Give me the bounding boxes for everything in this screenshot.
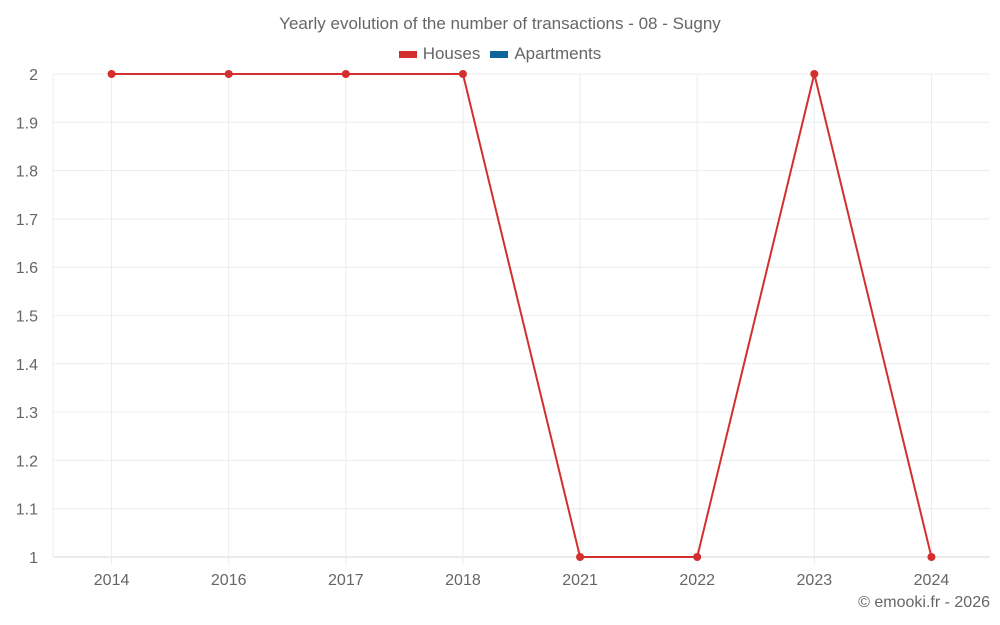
data-point[interactable] bbox=[341, 70, 350, 78]
legend-label-apartments: Apartments bbox=[514, 44, 602, 63]
legend: Houses Apartments bbox=[0, 44, 1000, 64]
copyright-credit: © emooki.fr - 2026 bbox=[858, 594, 990, 611]
x-tick-label: 2023 bbox=[797, 572, 833, 589]
data-point[interactable] bbox=[810, 70, 819, 78]
y-tick-label: 1.8 bbox=[16, 164, 38, 181]
y-tick-label: 1.4 bbox=[16, 357, 38, 374]
x-tick-label: 2014 bbox=[94, 572, 130, 589]
legend-label-houses: Houses bbox=[422, 44, 481, 63]
y-axis-ticks: 1 1.1 1.2 1.3 1.4 1.5 1.6 1.7 1.8 1.9 2 bbox=[16, 67, 38, 567]
y-tick-label: 1.3 bbox=[16, 405, 38, 422]
y-tick-label: 2 bbox=[29, 67, 38, 84]
y-tick-label: 1.1 bbox=[16, 502, 38, 519]
apartments-swatch-icon bbox=[490, 50, 509, 58]
y-tick-label: 1.2 bbox=[16, 453, 38, 470]
x-tick-label: 2018 bbox=[445, 572, 481, 589]
x-tick-label: 2017 bbox=[328, 572, 364, 589]
x-tick-label: 2016 bbox=[211, 572, 247, 589]
data-point[interactable] bbox=[927, 553, 936, 561]
y-tick-label: 1.7 bbox=[16, 212, 38, 229]
data-point[interactable] bbox=[576, 553, 585, 561]
data-point[interactable] bbox=[107, 70, 116, 78]
houses-series bbox=[107, 70, 936, 561]
data-point[interactable] bbox=[224, 70, 233, 78]
x-tick-label: 2024 bbox=[914, 572, 950, 589]
chart-title: Yearly evolution of the number of transa… bbox=[279, 14, 721, 33]
x-tick-label: 2022 bbox=[679, 572, 715, 589]
data-point[interactable] bbox=[693, 553, 702, 561]
x-axis-ticks: 2014 2016 2017 2018 2021 2022 2023 2024 bbox=[94, 572, 950, 589]
y-tick-label: 1.5 bbox=[16, 309, 38, 326]
houses-swatch-icon bbox=[398, 50, 417, 58]
x-tick-label: 2021 bbox=[562, 572, 598, 589]
y-tick-label: 1.6 bbox=[16, 260, 38, 277]
data-point[interactable] bbox=[458, 70, 467, 78]
y-tick-label: 1 bbox=[29, 550, 38, 567]
legend-item-apartments[interactable]: Apartments bbox=[490, 44, 601, 64]
y-tick-label: 1.9 bbox=[16, 115, 38, 132]
legend-item-houses[interactable]: Houses bbox=[398, 44, 481, 64]
